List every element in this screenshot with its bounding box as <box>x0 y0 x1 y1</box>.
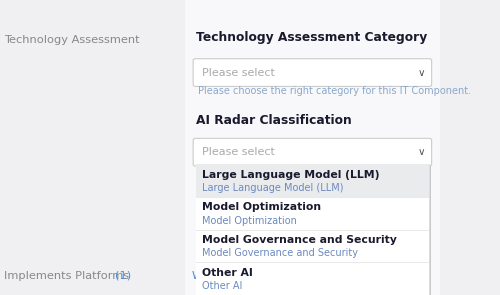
Text: Large Language Model (LLM): Large Language Model (LLM) <box>202 170 380 180</box>
Text: Please select: Please select <box>202 147 276 157</box>
Text: Model Governance and Security: Model Governance and Security <box>202 248 358 258</box>
Text: (1): (1) <box>116 271 132 281</box>
Text: Model Optimization: Model Optimization <box>202 202 322 212</box>
Text: Model Governance and Security: Model Governance and Security <box>202 235 398 245</box>
FancyBboxPatch shape <box>196 230 429 262</box>
FancyBboxPatch shape <box>193 138 432 166</box>
Text: Model Optimization: Model Optimization <box>202 216 298 225</box>
Text: AI Radar Classification: AI Radar Classification <box>196 114 352 127</box>
FancyBboxPatch shape <box>193 59 432 86</box>
Text: ∨: ∨ <box>418 147 425 157</box>
FancyBboxPatch shape <box>196 262 429 295</box>
FancyBboxPatch shape <box>196 164 429 197</box>
Text: Technology Assessment: Technology Assessment <box>4 35 140 45</box>
FancyBboxPatch shape <box>198 165 431 295</box>
Text: Other AI: Other AI <box>202 268 254 278</box>
FancyBboxPatch shape <box>185 0 440 295</box>
Text: Other AI: Other AI <box>202 281 243 291</box>
Text: Please choose the right category for this IT Component.: Please choose the right category for thi… <box>198 86 471 96</box>
Text: Implements Platforms: Implements Platforms <box>4 271 130 281</box>
Text: Wh: Wh <box>192 271 210 281</box>
FancyBboxPatch shape <box>196 197 429 230</box>
Text: Large Language Model (LLM): Large Language Model (LLM) <box>202 183 344 193</box>
Text: Please select: Please select <box>202 68 276 78</box>
FancyBboxPatch shape <box>196 164 429 295</box>
Text: Technology Assessment Category: Technology Assessment Category <box>196 31 427 44</box>
Text: ∨: ∨ <box>418 68 425 78</box>
